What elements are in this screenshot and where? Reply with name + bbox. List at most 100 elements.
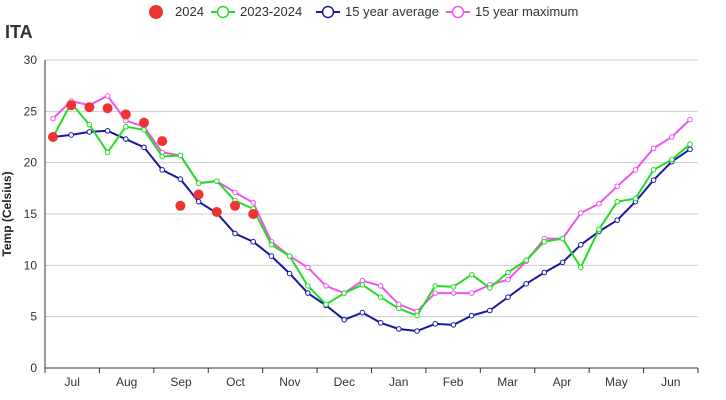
y-tick-label: 20 [24,156,38,170]
y-tick-label: 15 [24,207,38,221]
data-point [268,242,275,248]
y-tick-label: 30 [24,53,38,67]
x-tick-label: May [605,375,628,389]
data-point [66,100,77,111]
data-point [596,200,602,207]
data-point [578,264,584,271]
data-point [432,321,439,327]
data-point [214,178,220,184]
legend-marker [321,5,335,19]
series-line [52,94,691,313]
x-tick-label: Nov [279,375,300,389]
data-point [396,305,402,312]
data-point [650,177,657,183]
legend-label: 2023-2024 [240,4,302,19]
series-2023-2024 [50,100,693,319]
data-point [120,109,131,120]
data-point [450,290,457,296]
data-point [377,294,384,300]
data-point [487,307,493,314]
data-point [211,206,222,217]
data-point [232,189,238,196]
data-point [359,309,366,316]
data-point [48,132,58,142]
legend-item: 2024 [149,4,204,19]
data-point [305,264,311,271]
legend-label: 2024 [175,4,204,19]
data-point [559,235,566,242]
data-point [141,127,147,133]
data-point [139,117,149,128]
data-point [195,180,202,186]
gridlines [45,59,698,318]
series-line [52,129,691,333]
x-tick-label: Feb [443,375,464,389]
data-point [177,152,184,159]
data-point [487,285,493,291]
data-point [305,290,311,296]
data-point [195,198,202,205]
data-point [414,328,420,334]
x-tick-label: Sep [170,375,192,389]
data-point [341,316,348,323]
legend-marker [216,5,230,19]
data-point [175,200,186,211]
data-point [396,326,402,332]
data-point [632,167,639,173]
data-point [596,226,602,233]
y-axis: 0 5 10 15 20 25 30 [24,53,46,375]
x-tick-label: Jun [661,375,680,389]
data-point [323,301,329,308]
data-point [687,116,693,123]
data-point [104,93,111,99]
y-tick-label: 5 [30,310,37,324]
data-point [450,284,457,290]
data-point [141,144,147,151]
data-point [578,242,584,248]
data-point [523,281,530,287]
series-layer [48,93,693,334]
data-point [123,123,129,130]
data-point [341,290,348,296]
data-point [523,257,530,264]
data-point [104,149,111,156]
x-tick-label: Dec [334,375,355,389]
data-point [50,115,56,122]
data-point [432,290,439,296]
data-point [541,238,548,245]
y-tick-label: 10 [24,258,38,272]
legend-label: 15 year maximum [475,4,578,19]
data-point [84,102,95,113]
x-tick-label: Aug [116,375,137,389]
data-point [468,312,475,319]
data-point [286,253,293,259]
data-point [377,283,384,289]
series-line [52,101,691,317]
x-axis: Jul Aug Sep Oct Nov Dec Jan Feb Mar Apr May Jun [44,367,699,389]
data-point [578,210,584,216]
data-point [359,282,366,288]
data-point [669,134,675,140]
data-point [232,230,238,237]
x-tick-label: Apr [553,375,572,389]
data-point [687,146,693,153]
legend-marker [149,5,163,19]
data-point [650,145,657,152]
data-point [650,167,657,173]
data-point [669,156,675,163]
legend: 2024 2023-2024 15 year average 15 year maxi… [149,4,578,19]
data-point [230,200,240,211]
legend-item: 15 year maximum [446,4,578,19]
data-point [687,141,693,147]
data-point [468,290,475,296]
data-point [305,283,311,289]
data-point [632,195,639,202]
legend-marker [451,5,465,19]
data-point [86,129,93,135]
data-point [559,259,566,266]
data-point [323,283,329,289]
data-point [159,153,165,160]
legend-item: 2023-2024 [211,4,302,19]
data-point [541,269,548,276]
data-point [450,322,457,328]
